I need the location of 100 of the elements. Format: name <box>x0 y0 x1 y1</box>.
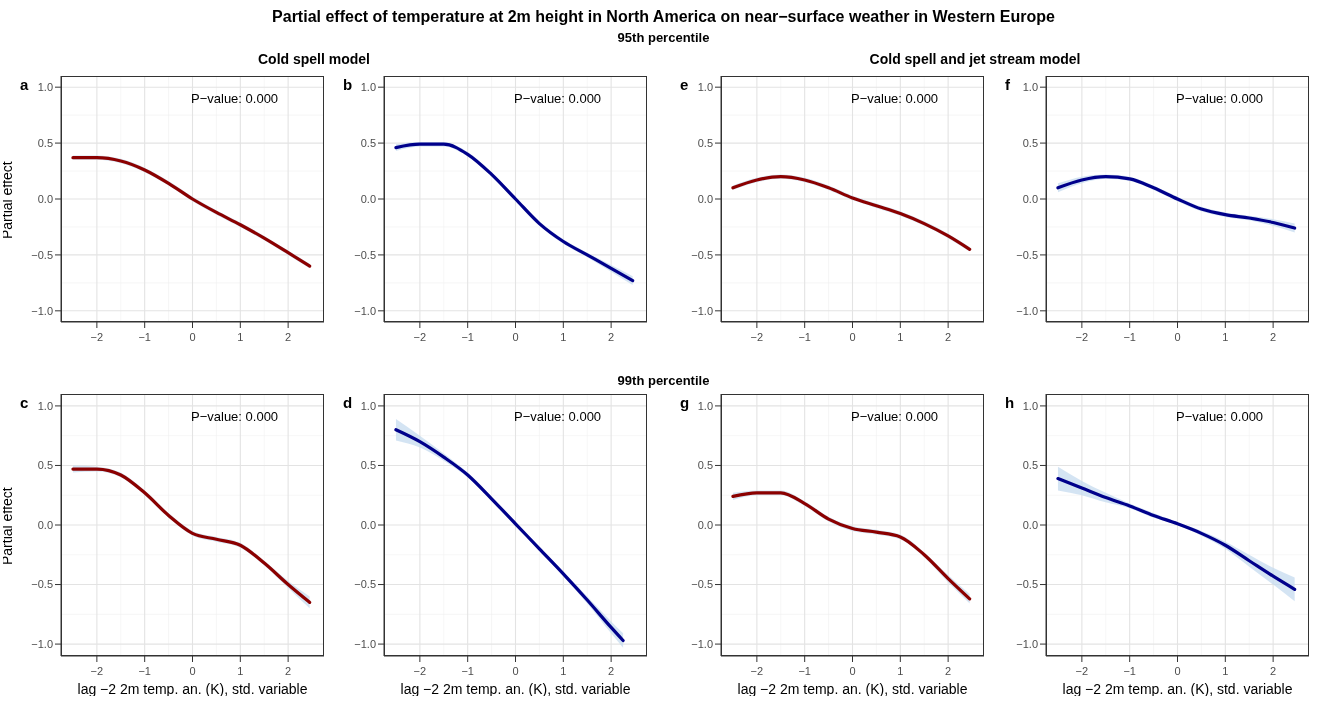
x-tick-label: −1 <box>1123 331 1136 343</box>
y-tick-label: −1.0 <box>31 304 53 317</box>
x-tick-label: 2 <box>285 665 292 677</box>
x-axis-title: lag −2 2m temp. an. (K), std. variable <box>737 681 968 697</box>
x-tick-label: −2 <box>1075 665 1089 677</box>
x-tick-label: 0 <box>1174 665 1181 677</box>
y-tick-label: 0.5 <box>360 137 376 149</box>
x-tick-label: 1 <box>897 331 904 343</box>
x-tick-label: 0 <box>512 331 519 343</box>
y-tick-label: 0.0 <box>1022 192 1038 205</box>
x-tick-label: −2 <box>413 665 427 677</box>
annotation: P−value: 0.000 <box>514 91 602 106</box>
text: Cold spell and jet stream model <box>868 51 1082 67</box>
text: c <box>20 394 29 411</box>
y-tick-label: −1.0 <box>1016 304 1038 317</box>
y-tick-label: −1.0 <box>354 638 376 650</box>
x-tick-label: −2 <box>1075 331 1089 343</box>
y-tick-label: 0.5 <box>360 459 376 472</box>
x-tick-label: −2 <box>750 331 764 343</box>
x-tick-label: 1 <box>237 665 244 677</box>
x-tick-label: 2 <box>608 665 615 677</box>
text: g <box>680 394 690 411</box>
x-tick-label: −1 <box>138 665 151 677</box>
x-tick-label: 1 <box>237 331 244 343</box>
y-tick-label: 1.0 <box>1022 81 1038 94</box>
x-tick-label: 2 <box>1270 331 1277 343</box>
x-tick-label: −1 <box>798 331 811 343</box>
x-tick-label: 0 <box>849 331 856 343</box>
x-tick-label: 2 <box>945 665 952 677</box>
x-tick-label: −1 <box>461 665 474 677</box>
x-tick-label: 2 <box>285 331 292 343</box>
y-tick-label: −1.0 <box>1016 638 1038 650</box>
x-tick-label: 0 <box>849 665 856 677</box>
annotation: P−value: 0.000 <box>1176 91 1264 106</box>
x-axis-title: lag −2 2m temp. an. (K), std. variable <box>400 681 631 697</box>
y-tick-label: −1.0 <box>31 638 53 650</box>
x-tick-label: 1 <box>560 665 567 677</box>
x-tick-label: −2 <box>90 331 104 343</box>
x-tick-label: −2 <box>750 665 764 677</box>
x-tick-label: 1 <box>897 665 904 677</box>
y-tick-label: 0.0 <box>360 518 376 531</box>
y-tick-label: 1.0 <box>697 81 713 94</box>
y-tick-label: 0.0 <box>360 192 376 205</box>
x-tick-label: 0 <box>512 665 519 677</box>
text: b <box>343 76 353 93</box>
y-tick-label: 1.0 <box>697 399 713 412</box>
y-tick-label: 0.0 <box>1022 518 1038 531</box>
y-tick-label: −0.5 <box>354 578 376 591</box>
annotation: P−value: 0.000 <box>851 91 939 106</box>
x-tick-label: 0 <box>189 331 196 343</box>
y-tick-label: −0.5 <box>691 248 713 261</box>
text: f <box>1005 76 1010 93</box>
y-tick-label: −0.5 <box>1016 248 1038 261</box>
y-tick-label: −0.5 <box>1016 578 1038 591</box>
x-tick-label: 1 <box>1222 665 1229 677</box>
y-tick-label: 1.0 <box>360 399 376 412</box>
annotation: P−value: 0.000 <box>514 409 602 424</box>
x-tick-label: 2 <box>1270 665 1277 677</box>
chart-subtitle: 95th percentile <box>616 30 711 45</box>
annotation: P−value: 0.000 <box>1176 409 1264 424</box>
annotation: P−value: 0.000 <box>191 409 279 424</box>
y-tick-label: −0.5 <box>691 578 713 591</box>
y-tick-label: −1.0 <box>691 304 713 317</box>
y-tick-label: 0.0 <box>697 518 713 531</box>
y-tick-label: 1.0 <box>1022 399 1038 412</box>
y-tick-label: −1.0 <box>691 638 713 650</box>
x-tick-label: −1 <box>461 331 474 343</box>
x-axis-title: lag −2 2m temp. an. (K), std. variable <box>77 681 308 697</box>
y-tick-label: −0.5 <box>31 578 53 591</box>
y-tick-label: 0.5 <box>1022 459 1038 472</box>
x-tick-label: −2 <box>90 665 104 677</box>
y-tick-label: −1.0 <box>354 304 376 317</box>
x-tick-label: 1 <box>1222 331 1229 343</box>
y-tick-label: 0.5 <box>697 459 713 472</box>
annotation: P−value: 0.000 <box>191 91 279 106</box>
text: e <box>680 76 689 93</box>
x-tick-label: 0 <box>189 665 196 677</box>
line-series <box>1056 476 1297 591</box>
x-tick-label: 2 <box>945 331 952 343</box>
x-tick-label: 0 <box>1174 331 1181 343</box>
x-tick-label: −1 <box>138 331 151 343</box>
y-tick-label: 0.0 <box>37 192 53 205</box>
annotation: P−value: 0.000 <box>851 409 939 424</box>
y-tick-label: 1.0 <box>360 81 376 94</box>
y-tick-label: 0.5 <box>37 459 53 472</box>
y-tick-label: 1.0 <box>37 81 53 94</box>
x-tick-label: −1 <box>1123 665 1136 677</box>
y-tick-label: 0.5 <box>1022 137 1038 149</box>
y-tick-label: 0.5 <box>697 137 713 149</box>
x-axis-title: lag −2 2m temp. an. (K), std. variable <box>1062 681 1293 697</box>
y-tick-label: 0.0 <box>37 518 53 531</box>
text: d <box>343 394 353 411</box>
text: Cold spell model <box>257 51 371 67</box>
x-tick-label: 2 <box>608 331 615 343</box>
x-tick-label: −2 <box>413 331 427 343</box>
text: h <box>1005 394 1015 411</box>
y-tick-label: −0.5 <box>31 248 53 261</box>
text: a <box>20 76 29 93</box>
x-tick-label: 1 <box>560 331 567 343</box>
y-tick-label: 0.0 <box>697 192 713 205</box>
